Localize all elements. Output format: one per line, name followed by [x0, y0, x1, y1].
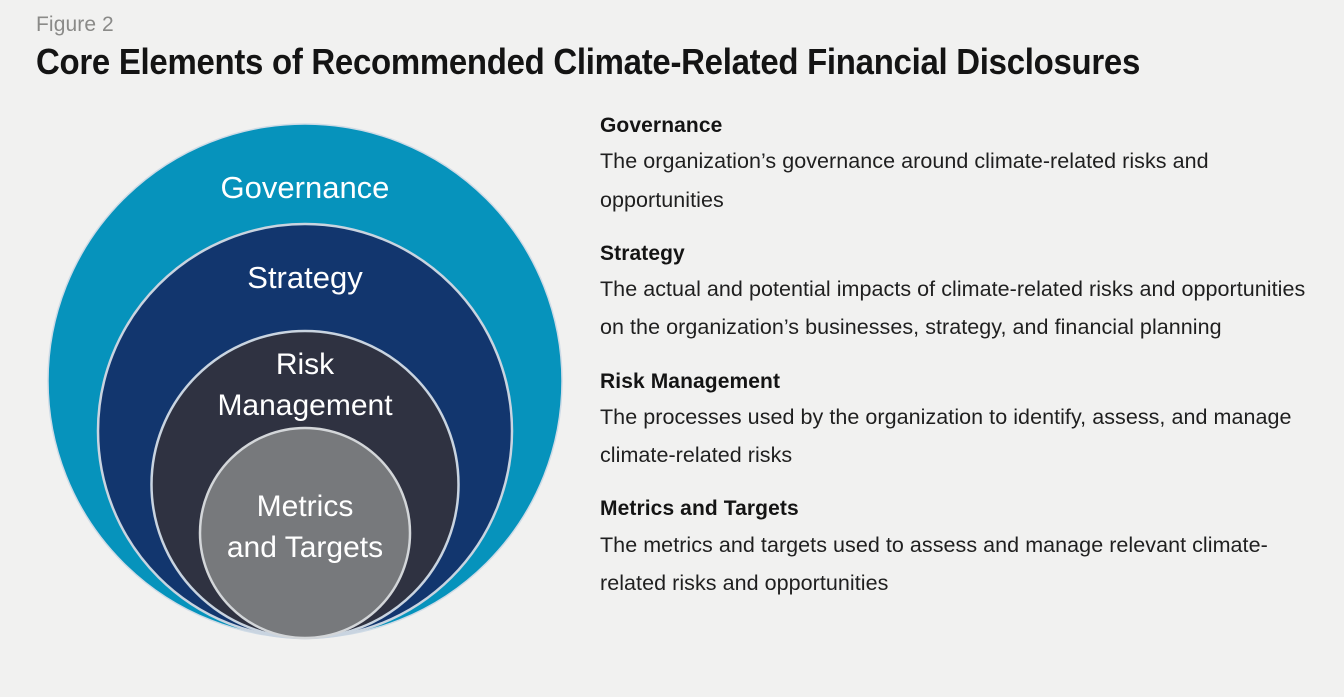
description-title-risk-management: Risk Management: [600, 369, 781, 393]
description-block-metrics-and-targets: Metrics and Targets The metrics and targ…: [600, 496, 1330, 602]
circle-metrics-and-targets: [198, 426, 412, 640]
description-body-governance: The organization’s governance around cli…: [600, 149, 1209, 212]
circle-label-risk-management-line2: Management: [217, 389, 393, 422]
description-block-governance: Governance The organization’s governance…: [600, 113, 1330, 219]
description-body-strategy: The actual and potential impacts of clim…: [600, 277, 1306, 340]
description-body-risk-management: The processes used by the organization t…: [600, 404, 1292, 468]
circle-label-metrics-and-targets-line1: Metrics: [257, 490, 354, 523]
page-title: Core Elements of Recommended Climate-Rel…: [36, 41, 1141, 83]
nested-circles-diagram: Governance Strategy Risk Management Metr…: [0, 100, 600, 680]
description-block-risk-management: Risk Management The processes used by th…: [600, 369, 1330, 475]
description-title-strategy: Strategy: [600, 241, 685, 265]
circle-label-metrics-and-targets-line2: and Targets: [227, 531, 383, 564]
circle-label-governance: Governance: [221, 170, 390, 205]
description-title-governance: Governance: [600, 114, 723, 137]
description-block-strategy: Strategy The actual and potential impact…: [600, 241, 1330, 347]
circle-label-risk-management-line1: Risk: [276, 348, 335, 381]
description-body-metrics-and-targets: The metrics and targets used to assess a…: [600, 532, 1268, 595]
description-title-metrics-and-targets: Metrics and Targets: [600, 497, 799, 521]
circle-label-strategy: Strategy: [247, 260, 363, 295]
figure-header: Figure 2 Core Elements of Recommended Cl…: [36, 12, 1324, 82]
descriptions-panel: Governance The organization’s governance…: [600, 113, 1330, 602]
figure-label: Figure 2: [36, 13, 114, 36]
